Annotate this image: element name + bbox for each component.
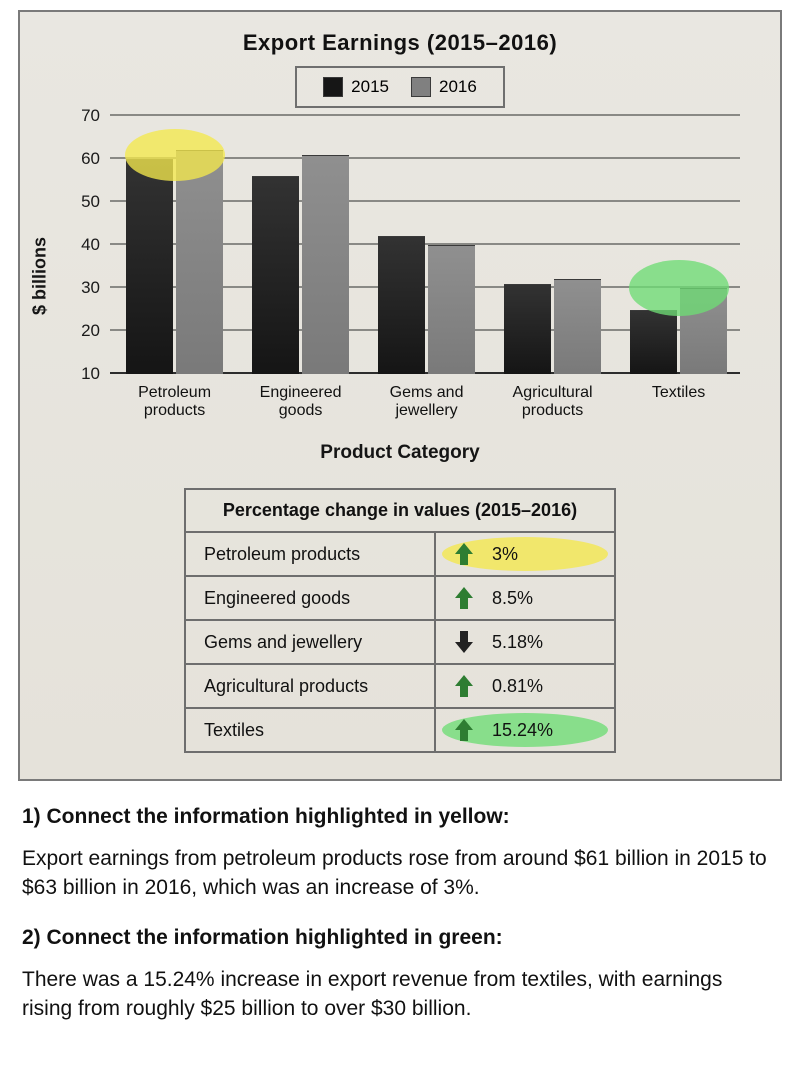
y-tick-label: 10 (66, 364, 100, 384)
table-cell-name: Gems and jewellery (185, 620, 435, 664)
table-cell-value: 3% (435, 532, 615, 576)
legend-label: 2015 (351, 77, 389, 97)
category-label: Petroleumproducts (118, 384, 231, 421)
table-cell-name: Textiles (185, 708, 435, 752)
bar (504, 284, 551, 374)
y-tick-label: 60 (66, 149, 100, 169)
percentage-value: 15.24% (492, 720, 553, 741)
y-tick-label: 50 (66, 192, 100, 212)
percentage-value: 5.18% (492, 632, 543, 653)
category-label: Engineeredgoods (244, 384, 357, 421)
table-row: Petroleum products 3% (185, 532, 615, 576)
percentage-value: 0.81% (492, 676, 543, 697)
bar (176, 150, 223, 374)
bars-layer (110, 116, 740, 374)
y-tick-label: 40 (66, 235, 100, 255)
category-label: Textiles (622, 384, 735, 402)
x-axis-title: Product Category (36, 442, 764, 464)
bar (630, 310, 677, 375)
table-cell-value: 15.24% (435, 708, 615, 752)
plot-area: 10203040506070 (110, 116, 740, 374)
legend-item: 2016 (411, 77, 477, 97)
category-label: Agriculturalproducts (496, 384, 609, 421)
y-tick-label: 70 (66, 106, 100, 126)
table-row: Agricultural products 0.81% (185, 664, 615, 708)
table-cell-name: Engineered goods (185, 576, 435, 620)
y-axis-label: $ billions (30, 237, 51, 315)
arrow-down-icon (454, 630, 474, 654)
category-label: Gems andjewellery (370, 384, 483, 421)
chart-title: Export Earnings (2015–2016) (36, 30, 764, 56)
arrow-up-icon (454, 542, 474, 566)
percentage-value: 8.5% (492, 588, 533, 609)
bar (126, 159, 173, 374)
bar (378, 236, 425, 374)
y-tick-label: 20 (66, 321, 100, 341)
question-2-body: There was a 15.24% increase in export re… (22, 966, 778, 1023)
table-row: Engineered goods 8.5% (185, 576, 615, 620)
percentage-change-table: Percentage change in values (2015–2016) … (184, 488, 616, 753)
question-1-title: 1) Connect the information highlighted i… (22, 803, 778, 831)
bar (428, 245, 475, 374)
bar (252, 176, 299, 374)
bar (302, 155, 349, 374)
arrow-up-icon (454, 674, 474, 698)
table-row: Textiles 15.24% (185, 708, 615, 752)
percentage-value: 3% (492, 544, 518, 565)
question-1-body: Export earnings from petroleum products … (22, 845, 778, 902)
bar (680, 288, 727, 374)
table-cell-value: 8.5% (435, 576, 615, 620)
figure-box: Export Earnings (2015–2016) 2015 2016 $ b… (18, 10, 782, 781)
table-title: Percentage change in values (2015–2016) (185, 489, 615, 532)
table-cell-name: Agricultural products (185, 664, 435, 708)
legend-label: 2016 (439, 77, 477, 97)
question-2-title: 2) Connect the information highlighted i… (22, 924, 778, 952)
legend-item: 2015 (323, 77, 389, 97)
table-cell-value: 5.18% (435, 620, 615, 664)
arrow-up-icon (454, 718, 474, 742)
explanation-text: 1) Connect the information highlighted i… (22, 803, 778, 1023)
legend-swatch (411, 77, 431, 97)
bar (554, 279, 601, 374)
legend-swatch (323, 77, 343, 97)
y-tick-label: 30 (66, 278, 100, 298)
arrow-up-icon (454, 586, 474, 610)
table-row: Gems and jewellery 5.18% (185, 620, 615, 664)
chart-area: $ billions 10203040506070 Petroleumprodu… (46, 116, 754, 436)
table-cell-name: Petroleum products (185, 532, 435, 576)
category-labels: Petroleumproducts Engineeredgoods Gems and… (110, 378, 740, 436)
legend: 2015 2016 (295, 66, 505, 108)
table-cell-value: 0.81% (435, 664, 615, 708)
